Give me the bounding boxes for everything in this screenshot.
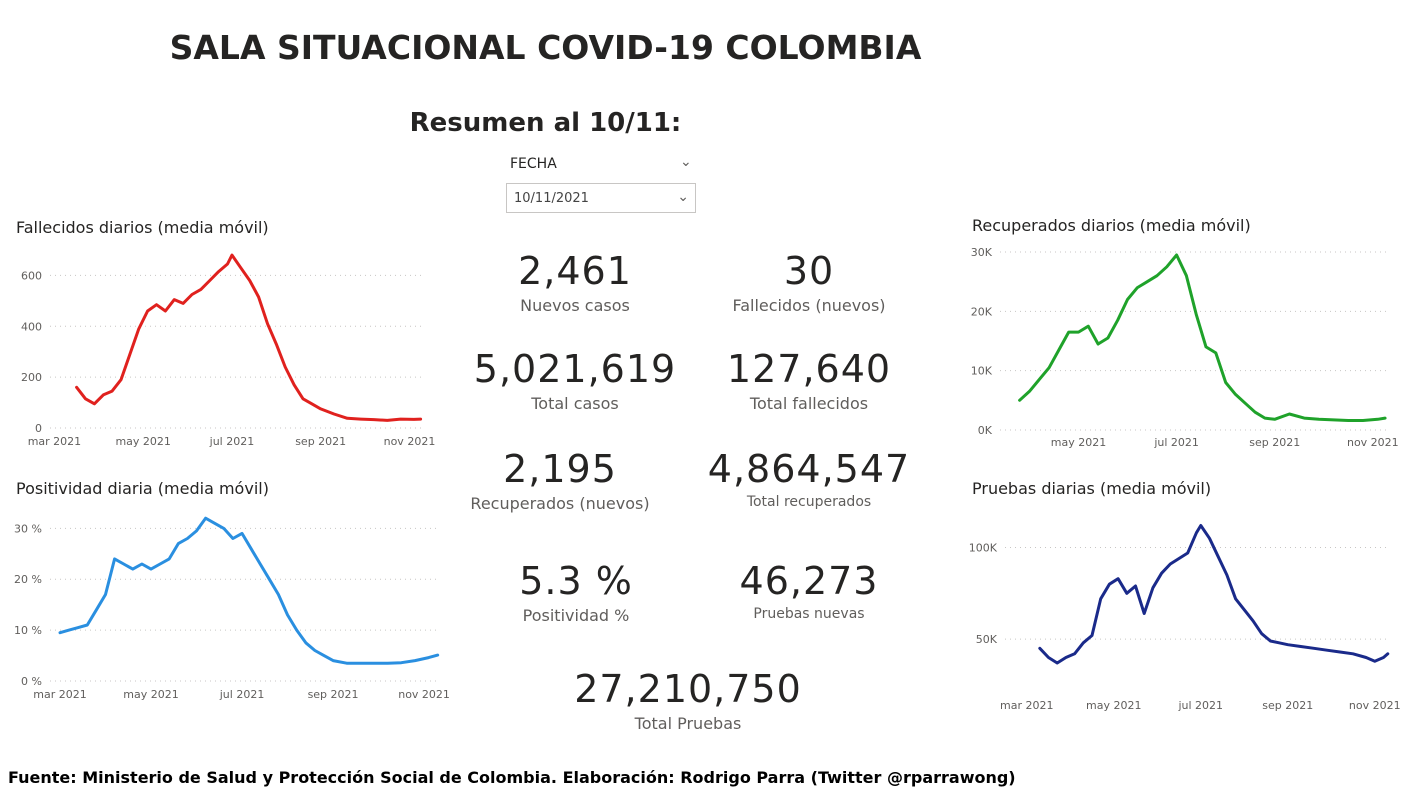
y-tick-label: 50K — [976, 633, 998, 646]
series-line-recuperados — [1018, 253, 1387, 422]
date-slicer-value: 10/11/2021 — [514, 191, 589, 206]
kpi-value: 2,461 — [518, 249, 632, 293]
y-tick-label: 10 % — [14, 624, 42, 637]
kpi-total-pruebas: 27,210,750 Total Pruebas — [568, 670, 808, 733]
x-tick-label: sep 2021 — [295, 435, 346, 448]
chart-positividad: 0 % 10 % 20 % 30 % mar 2021 may 2021 jul 2021 s… — [14, 516, 450, 701]
x-tick-label: nov 2021 — [1349, 699, 1401, 712]
x-tick-label: jul 2021 — [219, 688, 265, 701]
series-line-positividad — [58, 516, 440, 665]
kpi-label: Total Pruebas — [634, 714, 742, 733]
series-line-fallecidos — [75, 253, 423, 422]
y-tick-label: 20 % — [14, 573, 42, 586]
date-slicer-label: FECHA — [510, 156, 557, 172]
kpi-label: Fallecidos (nuevos) — [732, 296, 886, 315]
chart-fallecidos: 0 200 400 600 mar 2021 may 2021 jul 2021 sep 20… — [21, 253, 436, 448]
kpi-label: Total recuperados — [746, 494, 872, 510]
kpi-pruebas-nuevas: 46,273 Pruebas nuevas — [689, 562, 929, 622]
y-tick-label: 0 — [35, 422, 42, 435]
kpi-value: 5,021,619 — [473, 347, 677, 391]
x-tick-label: sep 2021 — [1249, 436, 1300, 449]
x-tick-label: nov 2021 — [1347, 436, 1399, 449]
kpi-label: Nuevos casos — [520, 296, 630, 315]
kpi-value: 30 — [783, 249, 835, 293]
x-tick-label: jul 2021 — [1177, 699, 1223, 712]
y-tick-label: 400 — [21, 320, 42, 333]
kpi-total-casos: 5,021,619 Total casos — [455, 350, 695, 413]
x-tick-label: jul 2021 — [209, 435, 255, 448]
date-slicer-dropdown[interactable]: 10/11/2021 ⌄ — [506, 183, 696, 213]
chart-title-positividad: Positividad diaria (media móvil) — [16, 479, 269, 498]
chart-title-recuperados: Recuperados diarios (media móvil) — [972, 216, 1251, 235]
kpi-label: Recuperados (nuevos) — [470, 494, 650, 513]
y-tick-label: 30K — [971, 246, 993, 259]
y-tick-label: 30 % — [14, 522, 42, 535]
footer-source: Fuente: Ministerio de Salud y Protección… — [8, 768, 1016, 787]
kpi-recuperados-nuevos: 2,195 Recuperados (nuevos) — [440, 450, 680, 513]
kpi-value: 27,210,750 — [574, 667, 802, 711]
kpi-total-fallecidos: 127,640 Total fallecidos — [689, 350, 929, 413]
x-tick-label: may 2021 — [1051, 436, 1106, 449]
y-tick-label: 10K — [971, 365, 993, 378]
x-tick-label: jul 2021 — [1153, 436, 1199, 449]
kpi-label: Total casos — [531, 394, 619, 413]
page-title: SALA SITUACIONAL COVID-19 COLOMBIA — [169, 28, 922, 67]
kpi-value: 46,273 — [739, 559, 879, 603]
x-tick-label: mar 2021 — [33, 688, 86, 701]
kpi-label: Total fallecidos — [749, 394, 869, 413]
kpi-value: 4,864,547 — [707, 447, 911, 491]
y-tick-label: 100K — [969, 542, 998, 555]
series-line-pruebas — [1038, 524, 1390, 665]
x-tick-label: nov 2021 — [398, 688, 450, 701]
chart-recuperados: 0K 10K 20K 30K may 2021 jul 2021 sep 2021 nov 2… — [971, 246, 1399, 449]
x-tick-label: may 2021 — [123, 688, 178, 701]
y-tick-label: 0K — [978, 424, 993, 437]
x-tick-label: sep 2021 — [1262, 699, 1313, 712]
chevron-down-icon[interactable]: ⌄ — [677, 189, 689, 205]
x-tick-label: may 2021 — [115, 435, 170, 448]
x-tick-label: sep 2021 — [308, 688, 359, 701]
x-tick-label: nov 2021 — [384, 435, 436, 448]
x-tick-label: may 2021 — [1086, 699, 1141, 712]
x-tick-label: mar 2021 — [1000, 699, 1053, 712]
chevron-down-icon[interactable]: ⌄ — [680, 154, 692, 170]
kpi-positividad: 5.3 % Positividad % — [456, 562, 696, 625]
x-tick-label: mar 2021 — [28, 435, 81, 448]
y-tick-label: 20K — [971, 305, 993, 318]
y-tick-label: 600 — [21, 269, 42, 282]
kpi-value: 5.3 % — [519, 559, 633, 603]
y-tick-label: 200 — [21, 371, 42, 384]
kpi-total-recuperados: 4,864,547 Total recuperados — [689, 450, 929, 510]
chart-title-fallecidos: Fallecidos diarios (media móvil) — [16, 218, 269, 237]
chart-pruebas: 50K 100K mar 2021 may 2021 jul 2021 sep 2021 n… — [969, 524, 1401, 712]
y-tick-label: 0 % — [21, 675, 42, 688]
kpi-value: 2,195 — [503, 447, 617, 491]
chart-title-pruebas: Pruebas diarias (media móvil) — [972, 479, 1212, 498]
kpi-label: Pruebas nuevas — [753, 606, 865, 622]
kpi-nuevos-casos: 2,461 Nuevos casos — [455, 252, 695, 315]
kpi-fallecidos-nuevos: 30 Fallecidos (nuevos) — [689, 252, 929, 315]
page-subtitle: Resumen al 10/11: — [409, 108, 682, 138]
kpi-label: Positividad % — [522, 606, 630, 625]
kpi-value: 127,640 — [726, 347, 892, 391]
